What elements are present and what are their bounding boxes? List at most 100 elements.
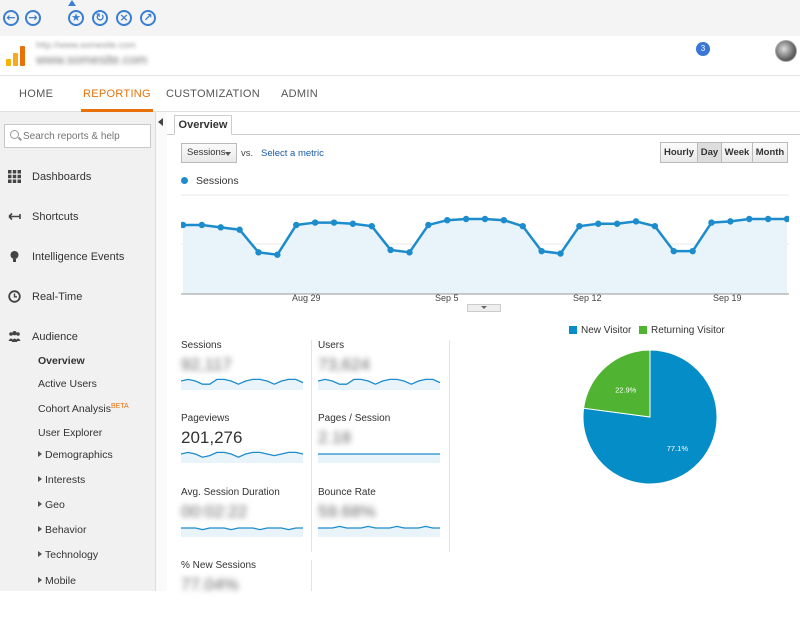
sidebar-item-label: Behavior <box>45 524 87 536</box>
sidebar-item-behavior[interactable]: Behavior <box>38 524 86 536</box>
sidebar-item-audience[interactable]: Audience <box>0 327 155 347</box>
sidebar-item-user-explorer[interactable]: User Explorer <box>38 427 103 439</box>
legend-label: New Visitor <box>581 325 632 336</box>
sidebar-item-geo[interactable]: Geo <box>38 499 65 511</box>
sessions-point[interactable] <box>500 216 508 224</box>
sessions-point[interactable] <box>481 215 489 223</box>
sessions-point[interactable] <box>217 224 224 231</box>
sidebar-item-active-users[interactable]: Active Users <box>38 378 97 390</box>
sessions-point[interactable] <box>595 220 602 227</box>
sessions-point[interactable] <box>538 247 545 255</box>
sessions-point[interactable] <box>293 221 300 229</box>
tab-customization[interactable]: CUSTOMIZATION <box>166 88 260 100</box>
search-icon <box>10 130 19 139</box>
sidebar-item-cohort-analysis[interactable]: Cohort AnalysisBETA <box>38 403 129 415</box>
star-icon[interactable]: ★ <box>68 10 84 26</box>
sessions-point[interactable] <box>198 221 206 229</box>
back-icon[interactable]: ← <box>3 10 19 26</box>
sessions-point[interactable] <box>330 219 338 226</box>
notification-badge[interactable]: 3 <box>696 42 710 56</box>
sessions-point[interactable] <box>746 215 753 223</box>
sessions-line-chart[interactable] <box>181 194 789 304</box>
search-box[interactable] <box>4 124 151 148</box>
tab-overview[interactable]: Overview <box>174 115 232 135</box>
tab-admin[interactable]: ADMIN <box>281 88 318 100</box>
metric-value: 77.04% <box>181 575 239 594</box>
sessions-point[interactable] <box>576 222 583 230</box>
pie-slice-new-visitor[interactable] <box>582 349 718 485</box>
sidebar-item-overview[interactable]: Overview <box>38 355 85 367</box>
sidebar-item-dashboards[interactable]: Dashboards <box>0 167 155 187</box>
sessions-point[interactable] <box>255 249 262 256</box>
sessions-point[interactable] <box>727 218 734 225</box>
sidebar-item-demographics[interactable]: Demographics <box>38 449 113 461</box>
select-metric-link[interactable]: Select a metric <box>261 148 324 159</box>
metric-card-users[interactable]: Users 73,624 <box>318 340 448 400</box>
sidebar-item-intelligence-events[interactable]: Intelligence Events <box>0 247 155 267</box>
metric-select[interactable]: Sessions <box>181 143 237 163</box>
account-name[interactable]: www.somesite.com <box>36 52 148 67</box>
hourly-button[interactable]: Hourly <box>660 142 698 163</box>
week-button[interactable]: Week <box>721 142 753 163</box>
sessions-point[interactable] <box>670 247 677 255</box>
chart-resize-handle[interactable] <box>467 304 501 312</box>
sessions-point[interactable] <box>311 219 319 226</box>
sidebar-item-label: Geo <box>45 499 65 511</box>
clock-icon <box>8 290 21 303</box>
sessions-point[interactable] <box>519 222 526 230</box>
sidebar-item-mobile[interactable]: Mobile <box>38 575 76 587</box>
sessions-point[interactable] <box>387 246 394 254</box>
sparkline-area <box>181 379 303 390</box>
sessions-point[interactable] <box>783 215 789 223</box>
sessions-point[interactable] <box>462 215 470 223</box>
pie-slice-returning-visitor[interactable] <box>583 349 651 418</box>
search-input[interactable] <box>23 128 148 144</box>
sessions-point[interactable] <box>274 251 281 258</box>
sessions-point[interactable] <box>689 247 696 255</box>
sparkline <box>181 527 303 537</box>
beta-badge: BETA <box>110 403 129 410</box>
refresh-icon[interactable]: ↻ <box>92 10 108 26</box>
metric-value: 73,624 <box>318 355 370 374</box>
metric-card-avg-session-duration[interactable]: Avg. Session Duration 00:02:22 <box>181 487 311 547</box>
sessions-point[interactable] <box>764 215 772 223</box>
sessions-point[interactable] <box>632 218 640 225</box>
metric-card-new-sessions[interactable]: % New Sessions 77.04% <box>181 560 311 620</box>
open-external-icon[interactable]: ↗ <box>140 10 156 26</box>
sidebar-item-shortcuts[interactable]: Shortcuts <box>0 207 155 227</box>
month-button[interactable]: Month <box>752 142 788 163</box>
metric-name: Bounce Rate <box>318 487 376 498</box>
tab-reporting[interactable]: REPORTING <box>81 76 153 112</box>
x-tick-label: Sep 12 <box>573 293 602 303</box>
sessions-point[interactable] <box>349 220 357 227</box>
metric-card-pages-per-session[interactable]: Pages / Session 2.18 <box>318 413 448 473</box>
sessions-point[interactable] <box>708 219 715 226</box>
sessions-point[interactable] <box>613 220 621 227</box>
sidebar-item-label: Interests <box>45 474 86 486</box>
sparkline <box>318 378 440 390</box>
sidebar-collapse-button[interactable] <box>155 112 167 591</box>
day-button[interactable]: Day <box>697 142 722 163</box>
sidebar-item-technology[interactable]: Technology <box>38 549 98 561</box>
sparkline <box>181 451 303 463</box>
sessions-point[interactable] <box>444 216 451 224</box>
sessions-point[interactable] <box>181 221 187 229</box>
sidebar-item-real-time[interactable]: Real-Time <box>0 287 155 307</box>
account-url[interactable]: http://www.somesite.com <box>36 40 136 50</box>
sessions-point[interactable] <box>368 222 375 230</box>
sessions-point[interactable] <box>557 250 564 257</box>
tab-home[interactable]: HOME <box>19 88 54 100</box>
analytics-logo-icon[interactable] <box>6 46 26 66</box>
sessions-point[interactable] <box>236 226 243 233</box>
sessions-point[interactable] <box>425 221 432 229</box>
sidebar-item-interests[interactable]: Interests <box>38 474 85 486</box>
avatar[interactable] <box>775 40 797 62</box>
sessions-point[interactable] <box>651 222 659 230</box>
metric-card-pageviews[interactable]: Pageviews 201,276 <box>181 413 311 473</box>
forward-icon[interactable]: → <box>25 10 41 26</box>
metric-card-sessions[interactable]: Sessions 92,117 <box>181 340 311 400</box>
sessions-point[interactable] <box>406 249 413 256</box>
close-icon[interactable]: × <box>116 10 132 26</box>
metric-card-bounce-rate[interactable]: Bounce Rate 59.68% <box>318 487 448 547</box>
visitor-pie-chart[interactable]: 77.1% 22.9% <box>582 349 718 485</box>
